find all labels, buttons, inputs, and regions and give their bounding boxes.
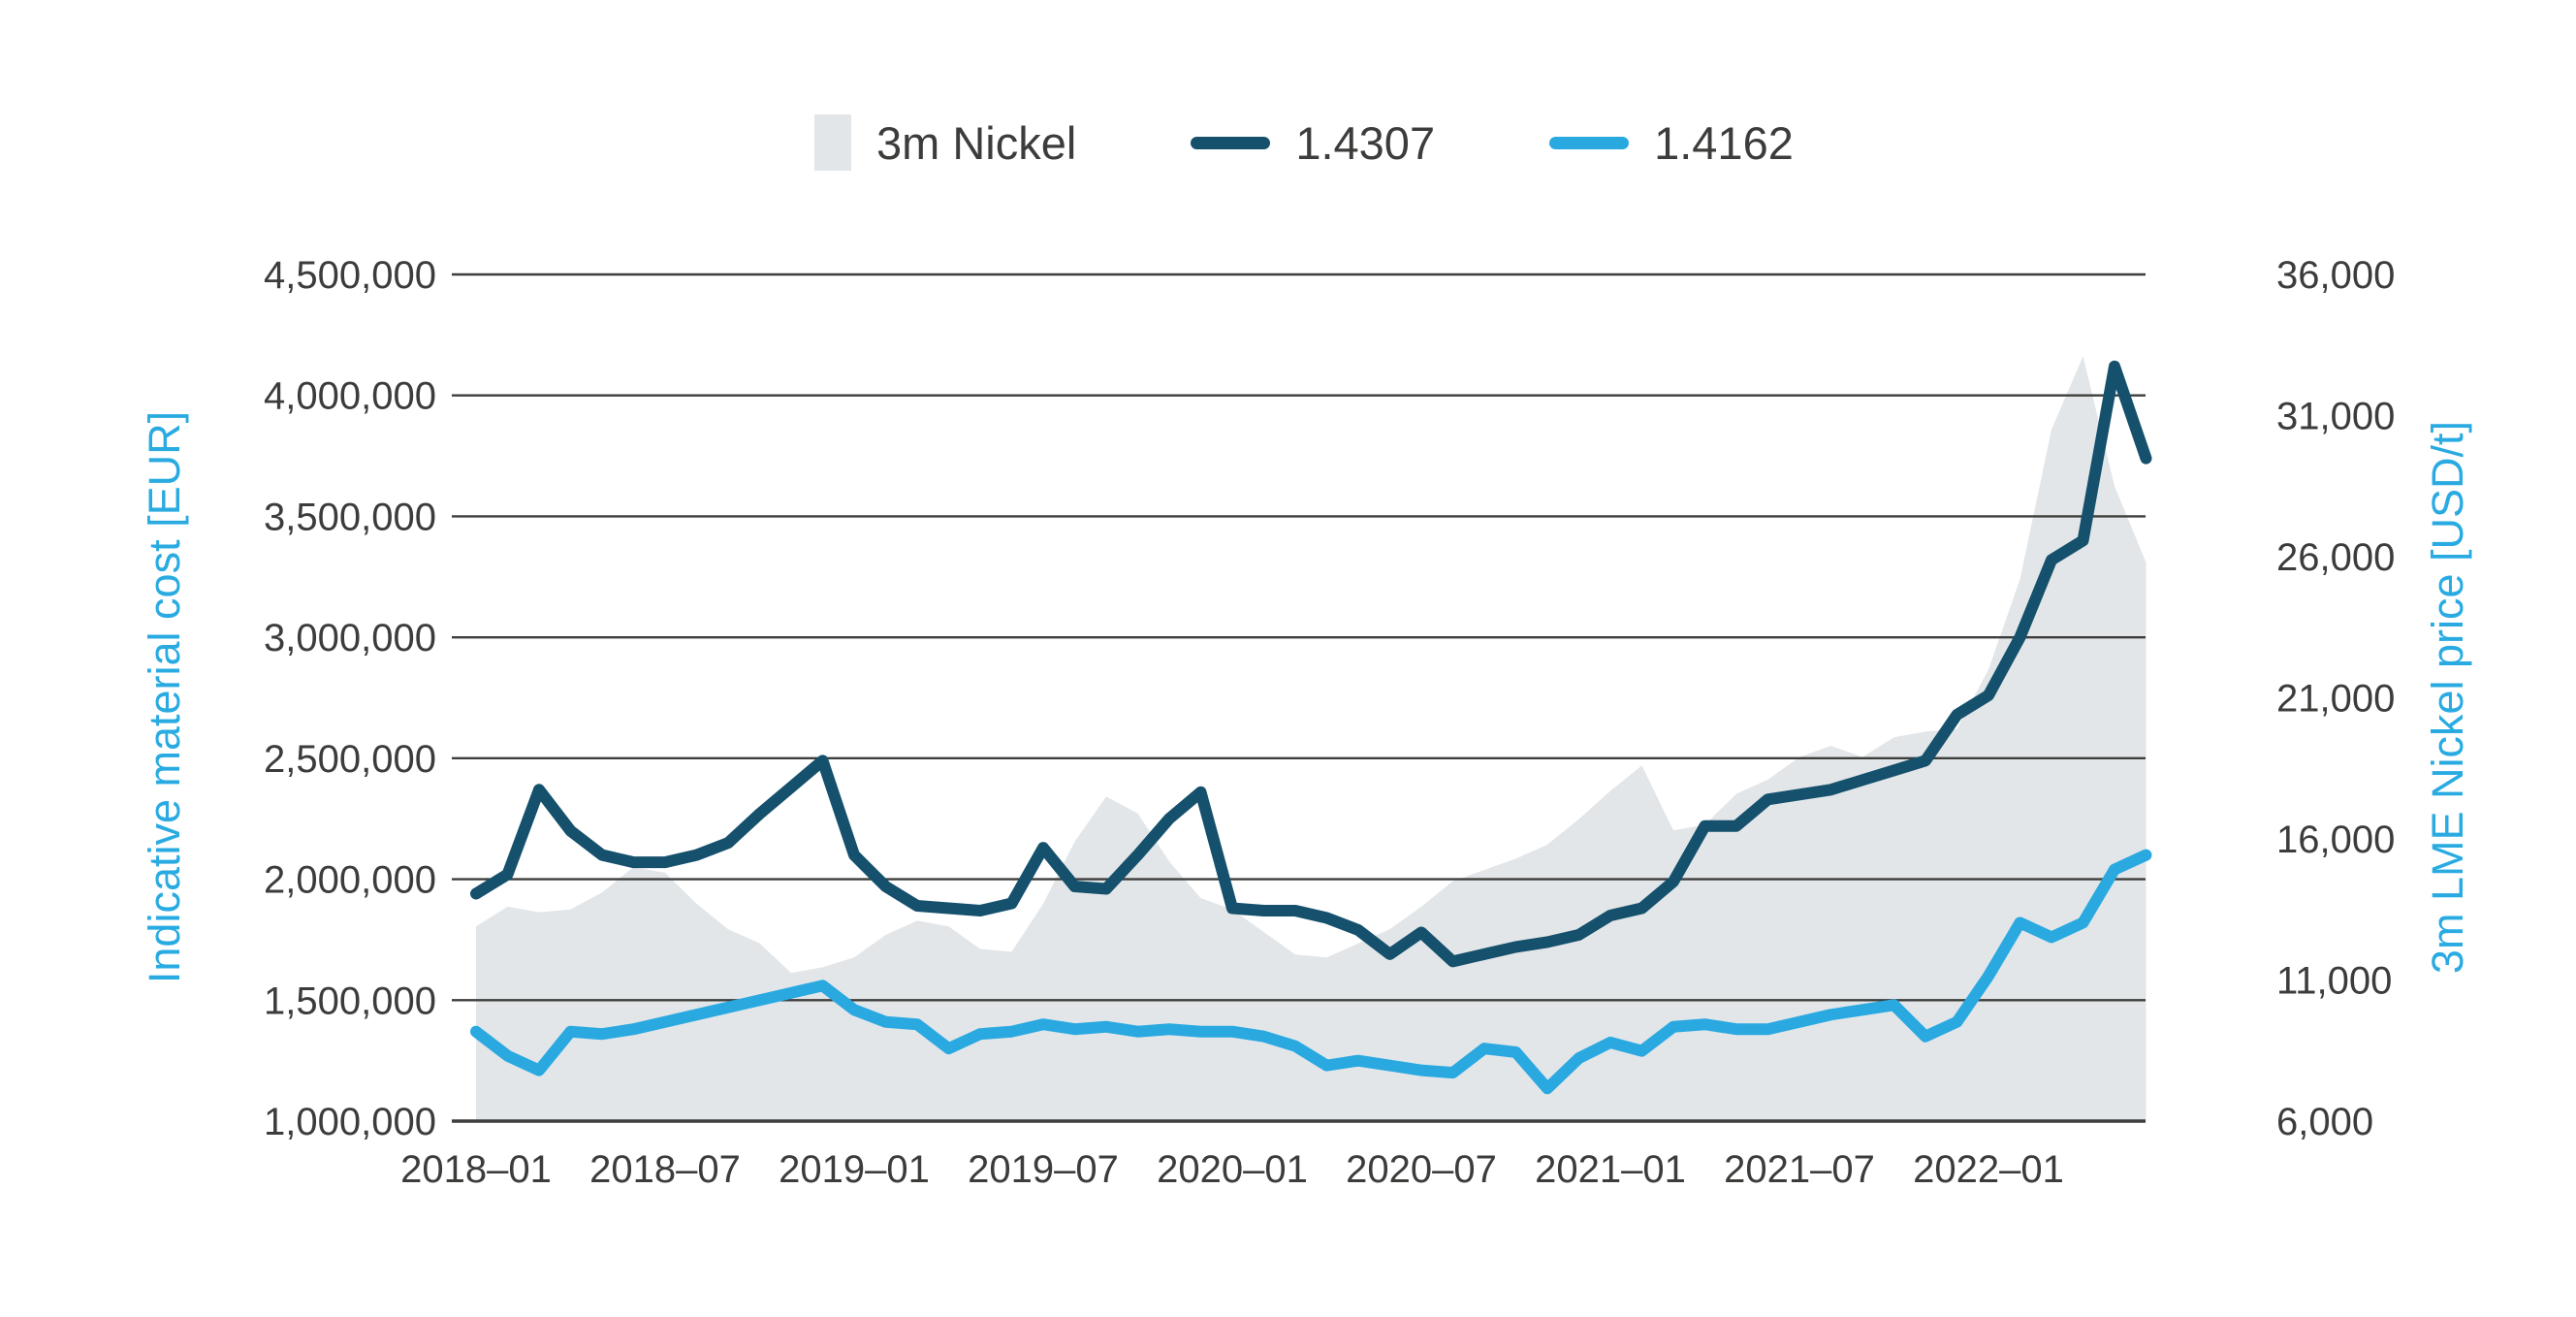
legend-item-3m-nickel: 3m Nickel bbox=[814, 114, 1076, 171]
legend-item-1-4162: 1.4162 bbox=[1549, 116, 1794, 170]
x-axis-tick-label: 2019–07 bbox=[968, 1148, 1119, 1191]
chart-legend: 3m Nickel 1.4307 1.4162 bbox=[814, 114, 1794, 171]
y-axis-left-tick-label: 3,500,000 bbox=[264, 496, 436, 538]
legend-label: 1.4162 bbox=[1654, 116, 1794, 169]
legend-item-1-4307: 1.4307 bbox=[1191, 116, 1435, 170]
y-axis-left-tick-label: 1,500,000 bbox=[264, 980, 436, 1022]
y-axis-left-tick-label: 2,000,000 bbox=[264, 859, 436, 902]
y-axis-left-tick-label: 4,000,000 bbox=[264, 375, 436, 418]
line-swatch-icon bbox=[1549, 136, 1630, 149]
series-line-1-4162 bbox=[470, 849, 2152, 1095]
y-axis-left-tick-label: 4,500,000 bbox=[264, 254, 436, 297]
line-swatch-icon bbox=[1191, 136, 1271, 149]
y-axis-right-tick-label: 36,000 bbox=[2276, 254, 2395, 297]
x-axis-tick-label: 2020–01 bbox=[1157, 1148, 1308, 1191]
x-axis-tick-label: 2019–01 bbox=[779, 1148, 930, 1191]
y-axis-right-tick-label: 26,000 bbox=[2276, 536, 2395, 579]
legend-label: 1.4307 bbox=[1295, 116, 1436, 169]
y-axis-right-tick-label: 11,000 bbox=[2276, 960, 2392, 1003]
area-swatch-icon bbox=[814, 114, 851, 171]
y-axis-left-tick-label: 3,000,000 bbox=[264, 617, 436, 659]
x-axis-tick-label: 2018–01 bbox=[400, 1148, 552, 1191]
series-line-1-4307 bbox=[470, 360, 2152, 968]
x-axis-tick-label: 2018–07 bbox=[589, 1148, 741, 1191]
legend-label: 3m Nickel bbox=[876, 116, 1077, 169]
y-axis-right-tick-label: 31,000 bbox=[2276, 396, 2395, 438]
y-axis-right-tick-label: 6,000 bbox=[2276, 1101, 2373, 1143]
y-axis-left-tick-label: 2,500,000 bbox=[264, 738, 436, 781]
x-axis-tick-label: 2022–01 bbox=[1913, 1148, 2064, 1191]
left-axis-title: Indicative material cost [EUR] bbox=[140, 410, 189, 984]
nickel-price-area bbox=[476, 356, 2147, 1121]
x-axis-tick-label: 2020–07 bbox=[1346, 1148, 1497, 1191]
y-axis-left-tick-label: 1,000,000 bbox=[264, 1101, 436, 1143]
x-axis-tick-label: 2021–01 bbox=[1535, 1148, 1686, 1191]
y-axis-right-tick-label: 21,000 bbox=[2276, 678, 2395, 721]
y-axis-right-tick-label: 16,000 bbox=[2276, 819, 2395, 861]
x-axis-tick-label: 2021–07 bbox=[1724, 1148, 1875, 1191]
right-axis-title: 3m LME Nickel price [USD/t] bbox=[2423, 420, 2472, 975]
